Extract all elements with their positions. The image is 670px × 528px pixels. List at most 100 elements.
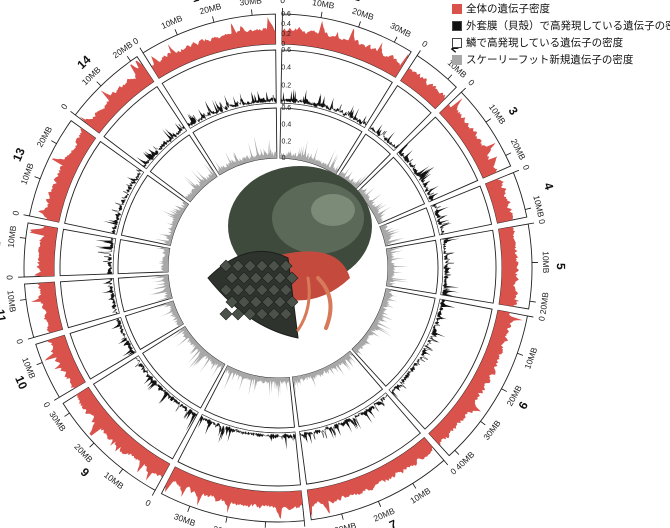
tick-mark bbox=[505, 152, 512, 156]
tick-mark bbox=[527, 315, 534, 318]
mantle-density-area-chr14 bbox=[136, 123, 187, 169]
novel-density-area-chr2 bbox=[338, 166, 369, 190]
tick-mark bbox=[341, 513, 344, 520]
outer-scale-label: 0.4 bbox=[281, 21, 291, 28]
tick-mark bbox=[412, 483, 417, 489]
middle-scale-label: 0.6 bbox=[281, 47, 291, 54]
scale-density-area-chr15 bbox=[188, 94, 277, 129]
legend-item-scale-density: 鱗で高発現している遺伝子の密度 bbox=[452, 34, 668, 51]
tick-label: 20MB bbox=[212, 524, 236, 528]
legend: 全体の遺伝子密度 外套膜（貝殻）で高発現している遺伝子の密度 鱗で高発現している… bbox=[452, 0, 670, 68]
chromosome-label: 11 bbox=[0, 308, 9, 323]
inner-scale-label: 0.4 bbox=[281, 122, 291, 129]
tick-label: 10MB bbox=[160, 13, 185, 31]
tick-mark bbox=[212, 16, 215, 23]
scale-plate bbox=[279, 307, 293, 321]
scale-plate bbox=[285, 271, 299, 285]
novel-density-area-chr9 bbox=[171, 326, 225, 378]
novel-density-area-chr15 bbox=[214, 136, 277, 175]
chromosome-label: 3 bbox=[506, 104, 522, 118]
tick-mark bbox=[447, 74, 453, 80]
inner-track-frame-chr6 bbox=[351, 288, 436, 387]
novel-density-area-chr4 bbox=[379, 224, 406, 246]
tick-mark bbox=[89, 442, 95, 448]
outer-scale-label: 0.2 bbox=[281, 31, 291, 38]
tick-label: 0 bbox=[280, 0, 285, 5]
tick-mark bbox=[358, 21, 361, 28]
legend-swatch-white bbox=[452, 37, 462, 48]
tick-mark bbox=[27, 337, 34, 340]
chromosome-label: 6 bbox=[516, 399, 532, 412]
tick-label: 30MB bbox=[47, 409, 68, 433]
chromosome-label: 9 bbox=[78, 465, 93, 480]
middle-scale-label: 0 bbox=[281, 100, 285, 107]
total-density-area-chr3 bbox=[439, 98, 498, 179]
tick-label: 30MB bbox=[173, 511, 198, 528]
tick-label: 30MB bbox=[481, 418, 503, 442]
mantle-density-area-chr3 bbox=[397, 142, 439, 202]
tick-label: 10MB bbox=[531, 194, 546, 218]
chromosome-label: 7 bbox=[387, 517, 399, 528]
scale-density-area-chr8 bbox=[201, 414, 296, 441]
tick-label: 0 bbox=[59, 101, 70, 111]
tick-label: 10MB bbox=[487, 102, 508, 126]
snail-tentacle bbox=[316, 276, 333, 330]
tick-mark bbox=[139, 47, 144, 54]
legend-item-mantle-density: 外套膜（貝殻）で高発現している遺伝子の密度 bbox=[452, 17, 670, 34]
tick-mark bbox=[513, 169, 520, 173]
tick-label: 30MB bbox=[333, 520, 357, 528]
chromosome-label: 13 bbox=[10, 145, 28, 163]
mantle-density-area-chr12 bbox=[94, 238, 116, 275]
tick-label: 10MB bbox=[541, 251, 551, 274]
tick-mark bbox=[529, 300, 536, 303]
tick-label: 0 bbox=[448, 466, 458, 477]
scale-density-area-chr5 bbox=[440, 238, 454, 296]
tick-label: 20MB bbox=[35, 124, 55, 149]
chromosome-label: 1 bbox=[352, 0, 363, 4]
tick-label: 10MB bbox=[6, 225, 19, 249]
tick-mark bbox=[501, 388, 507, 392]
outer-scale-label: 0.6 bbox=[281, 11, 291, 18]
total-density-area-chr6 bbox=[428, 310, 523, 445]
scale-density-area-chr3 bbox=[396, 151, 435, 203]
chromosome-label: 4 bbox=[541, 181, 556, 192]
tick-mark bbox=[517, 352, 524, 356]
legend-swatch-gray bbox=[452, 54, 462, 65]
novel-density-area-chr10 bbox=[155, 301, 184, 327]
tick-label: 10MB bbox=[102, 470, 126, 492]
novel-density-area-chr11 bbox=[149, 274, 173, 302]
scale-plate bbox=[285, 295, 299, 309]
tick-mark bbox=[251, 9, 253, 16]
tick-mark bbox=[320, 11, 323, 18]
tick-label: 10MB bbox=[312, 0, 336, 11]
track-scales: 0.60.40.200.60.40.200.60.40.20 bbox=[281, 11, 291, 162]
tick-mark bbox=[416, 50, 421, 56]
scale-plate bbox=[279, 283, 293, 297]
tick-mark bbox=[303, 520, 306, 527]
tick-mark bbox=[118, 468, 124, 475]
total-density-area-chr15 bbox=[151, 17, 276, 79]
total-density-area-chr1 bbox=[281, 20, 409, 78]
inner-track-frame-chr7 bbox=[291, 350, 384, 428]
tick-label: 10MB bbox=[5, 290, 18, 314]
middle-scale-label: 0.4 bbox=[281, 65, 291, 72]
tick-label: 30MB bbox=[239, 0, 262, 8]
tick-mark bbox=[51, 140, 57, 144]
scale-density-area-chr11 bbox=[107, 278, 120, 314]
tick-mark bbox=[70, 111, 76, 116]
mantle-density-area-chr4 bbox=[430, 204, 452, 235]
tick-label: 30MB bbox=[389, 20, 414, 39]
tick-mark bbox=[225, 516, 228, 523]
tick-mark bbox=[485, 118, 492, 123]
tick-mark bbox=[54, 396, 60, 401]
novel-density-area-chr8 bbox=[223, 365, 290, 400]
total-density-area-chr10 bbox=[44, 335, 86, 389]
chromosome-label: 12 bbox=[0, 240, 3, 255]
novel-density-area-chr3 bbox=[357, 187, 393, 224]
inner-scale-label: 0.2 bbox=[282, 138, 292, 145]
legend-item-novel-density: スケーリーフット新規遺伝子の密度 bbox=[452, 51, 668, 68]
tick-label: 0 bbox=[537, 218, 548, 225]
tick-label: 20MB bbox=[111, 39, 135, 60]
legend-swatch-red bbox=[452, 3, 462, 14]
